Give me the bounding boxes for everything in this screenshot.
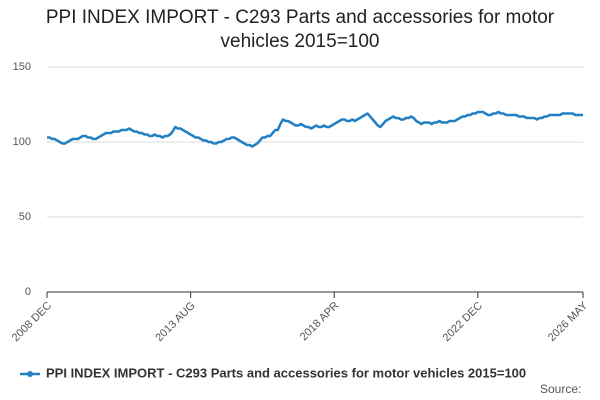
legend-marker (27, 371, 33, 377)
y-tick-label: 50 (19, 211, 31, 223)
line (47, 110, 583, 148)
x-tick-label: 2008 DEC (10, 300, 54, 344)
x-tick-label: 2026 MAY (546, 299, 591, 344)
x-tick-label: 2018 APR (298, 300, 342, 344)
chart-title: PPI INDEX IMPORT - C293 Parts and access… (45, 7, 555, 52)
source: Source: (540, 382, 581, 396)
x-tick-label: 2022 DEC (441, 300, 485, 344)
y-tick-label: 0 (25, 286, 31, 298)
y-tick-label: 100 (13, 136, 31, 148)
legend-label: PPI INDEX IMPORT - C293 Parts and access… (46, 365, 526, 380)
y-tick-label: 150 (13, 61, 31, 73)
x-tick-label: 2013 AUG (153, 300, 197, 344)
